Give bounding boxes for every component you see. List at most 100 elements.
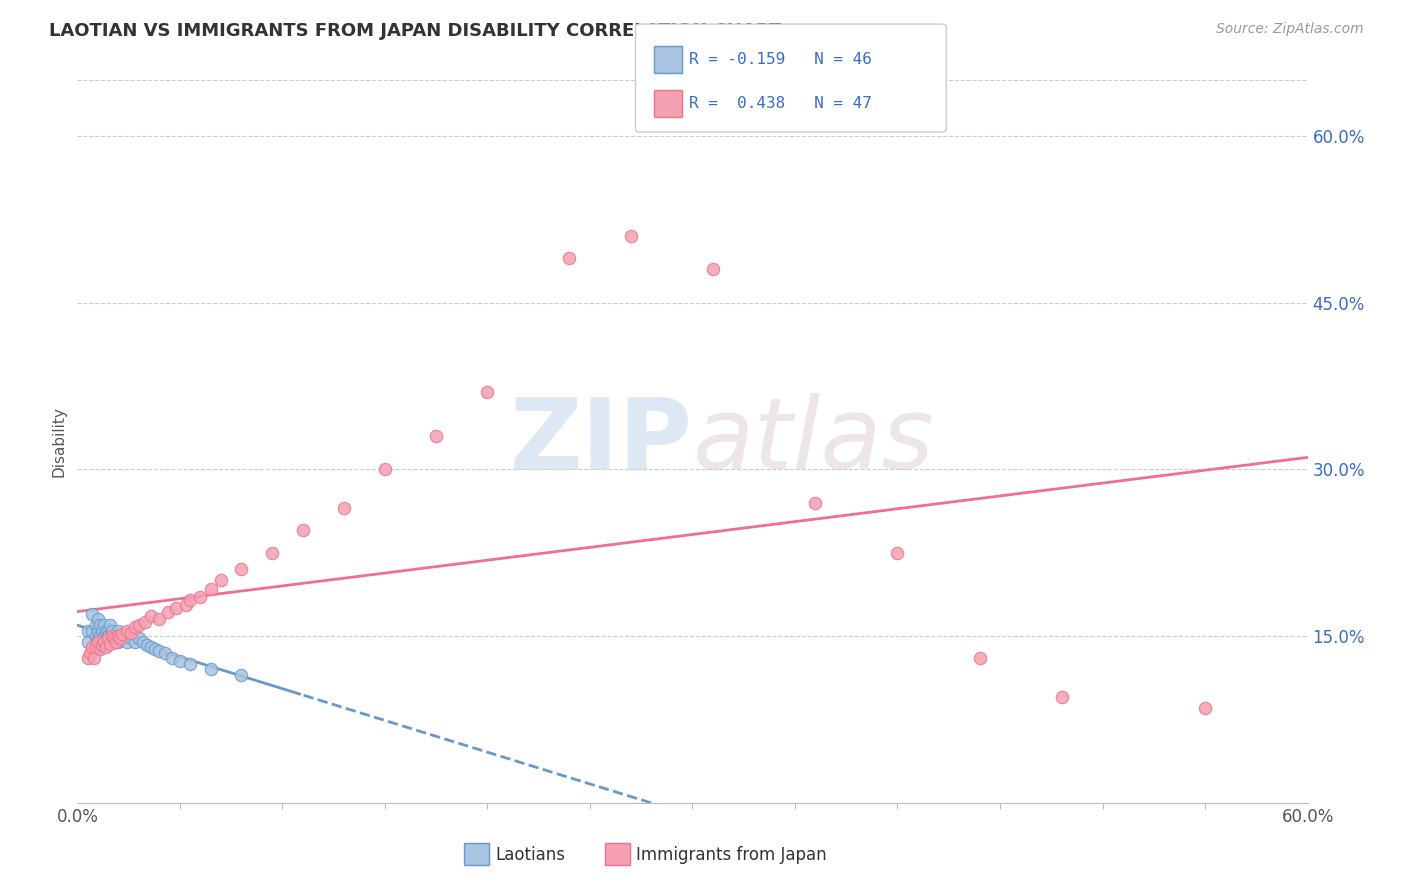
Text: Laotians: Laotians <box>495 846 565 863</box>
Point <box>79 646 101 660</box>
Point <box>89 618 111 632</box>
Point <box>101 624 124 638</box>
Text: atlas: atlas <box>693 393 934 490</box>
Point <box>143 642 166 657</box>
Point <box>80 607 103 621</box>
Point <box>200 662 222 676</box>
Point <box>84 634 107 648</box>
Point <box>90 634 114 648</box>
Point <box>702 262 724 277</box>
Point <box>115 624 138 638</box>
Point <box>179 593 201 607</box>
Point <box>76 624 98 638</box>
Point <box>89 629 111 643</box>
Point <box>89 642 111 657</box>
Point <box>155 646 177 660</box>
Point <box>165 601 187 615</box>
Point <box>117 629 139 643</box>
Point <box>231 562 253 576</box>
Point <box>160 651 183 665</box>
Point <box>76 651 98 665</box>
Point <box>111 627 134 641</box>
Point <box>134 615 156 629</box>
Point <box>107 624 129 638</box>
Text: Source: ZipAtlas.com: Source: ZipAtlas.com <box>1216 22 1364 37</box>
Point <box>136 638 159 652</box>
Point <box>124 620 146 634</box>
Point <box>84 629 107 643</box>
Point <box>80 640 103 655</box>
Point <box>374 462 396 476</box>
Point <box>969 651 991 665</box>
Point <box>84 618 107 632</box>
Point <box>128 618 150 632</box>
Point <box>103 629 125 643</box>
Point <box>886 546 908 560</box>
Text: R =  0.438   N = 47: R = 0.438 N = 47 <box>689 96 872 112</box>
Point <box>87 612 110 626</box>
Point <box>1194 701 1216 715</box>
Text: Immigrants from Japan: Immigrants from Japan <box>636 846 827 863</box>
Point <box>804 496 827 510</box>
Point <box>97 624 120 638</box>
Point <box>107 634 129 648</box>
Point <box>107 629 129 643</box>
Point <box>148 612 170 626</box>
Point <box>120 632 142 646</box>
Point <box>156 605 179 619</box>
Point <box>103 632 125 646</box>
Point <box>105 634 128 648</box>
Point <box>97 632 120 646</box>
Point <box>141 640 163 655</box>
Point <box>209 574 232 588</box>
Point <box>105 634 128 648</box>
Point <box>291 524 314 538</box>
Point <box>93 629 115 643</box>
Point <box>97 629 120 643</box>
Point <box>141 609 163 624</box>
Point <box>174 598 197 612</box>
Point <box>148 643 170 657</box>
Point <box>231 668 253 682</box>
Point <box>98 637 121 651</box>
Point <box>89 640 111 655</box>
Point <box>111 629 134 643</box>
Point <box>115 634 138 648</box>
Point <box>87 624 110 638</box>
Point <box>93 618 115 632</box>
Text: LAOTIAN VS IMMIGRANTS FROM JAPAN DISABILITY CORRELATION CHART: LAOTIAN VS IMMIGRANTS FROM JAPAN DISABIL… <box>49 22 782 40</box>
Point <box>93 634 115 648</box>
Point <box>124 634 146 648</box>
Point <box>132 634 155 648</box>
Point <box>120 625 142 640</box>
Y-axis label: Disability: Disability <box>51 406 66 477</box>
Point <box>98 618 121 632</box>
Point <box>90 638 114 652</box>
Point <box>128 632 150 646</box>
Point <box>169 653 191 667</box>
Point <box>558 251 581 265</box>
Point <box>188 590 212 604</box>
Point <box>101 629 124 643</box>
Point <box>76 634 98 648</box>
Point <box>80 624 103 638</box>
Point <box>200 582 222 597</box>
Point <box>477 384 499 399</box>
Point <box>87 634 110 648</box>
Point <box>98 634 121 648</box>
Point <box>262 546 284 560</box>
Point <box>1050 690 1073 705</box>
Point <box>87 634 110 648</box>
Point <box>94 634 117 648</box>
Point <box>620 228 643 243</box>
Point <box>90 624 114 638</box>
Point <box>333 501 356 516</box>
Point <box>114 632 136 646</box>
Point <box>83 651 105 665</box>
Point <box>179 657 201 671</box>
Point <box>84 640 107 655</box>
Point <box>425 429 447 443</box>
Text: ZIP: ZIP <box>509 393 693 490</box>
Point <box>94 640 117 655</box>
Point <box>110 632 132 646</box>
